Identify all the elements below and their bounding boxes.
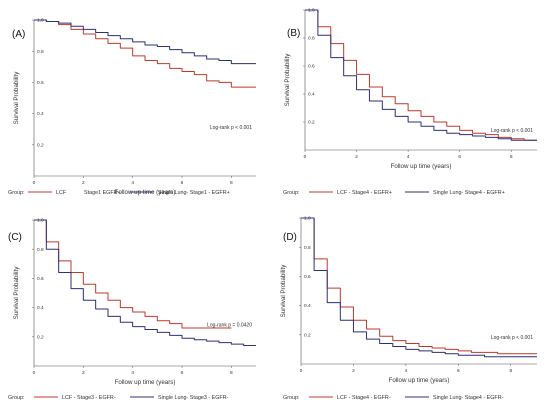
log-rank-annotation: Log-rank p < 0.001 [491,128,533,134]
x-axis-title: Follow up time (years) [391,163,452,170]
km-panel-c: (C) 0.2 0.4 0.6 0.8 1.0 0 2 4 6 8 Survival Probabil… [0,205,275,409]
x-tick-label: 2 [352,368,355,374]
y-tick-label: 0.6 [308,64,315,70]
log-rank-annotation: Log-rank p = 0.0420 [207,323,252,329]
y-tick-label: 0.8 [308,36,315,42]
km-chart-svg: (B) 0.2 0.4 0.6 0.8 1.0 0 2 4 6 8 Survival Probabil… [283,8,537,196]
y-tick-label: 0.8 [37,49,44,55]
survival-curve-lcf [301,217,537,355]
legend-label: LCF [56,190,67,196]
panel-label: (B) [287,28,300,39]
x-tick-label: 0 [304,154,307,160]
y-tick-label: 0.2 [304,332,311,338]
legend-label: LCF - Stage4 - EGFR- [337,395,391,401]
x-tick-label: 0 [300,368,303,374]
x-tick-label: 6 [181,370,184,376]
y-tick-label: 0.2 [308,120,315,126]
x-tick-label: 8 [510,154,513,160]
survival-curve-lcf [34,219,232,329]
km-chart-svg: (A) 0.2 0.4 0.6 0.8 1.0 0 2 4 6 8 Survival Probabil… [8,18,256,196]
y-tick-label: 0.2 [37,142,44,148]
y-tick-label: 0.6 [37,276,44,282]
y-tick-label: 0.4 [308,92,315,98]
y-axis-title: Survival Probability [13,71,20,125]
y-tick-label: 0.6 [37,80,44,86]
x-tick-label: 8 [509,368,512,374]
legend-group-label: Group: [8,395,24,401]
y-tick-label: 1.0 [308,8,315,14]
km-chart-svg: (C) 0.2 0.4 0.6 0.8 1.0 0 2 4 6 8 Survival Probabil… [8,218,256,401]
y-tick-label: 0.2 [37,334,44,340]
legend-group-label: Group: [283,190,299,196]
y-axis-title: Survival Probability [13,266,20,320]
y-axis-title: Survival Probability [280,264,287,318]
legend-group-label: Group: [8,190,24,196]
y-tick-label: 0.8 [304,245,311,251]
legend-label: LCF - Stage4 - EGFR+ [337,190,392,196]
y-tick-label: 1.0 [37,18,44,24]
x-axis-title: Follow up time (years) [389,377,450,384]
km-panel-d: (D) 0.2 0.4 0.6 0.8 1.0 0 2 4 6 8 Survival Probabil… [275,205,550,409]
y-tick-label: 0.4 [37,305,44,311]
y-tick-label: 0.4 [37,111,44,117]
axes-frame [33,220,256,367]
x-tick-label: 8 [230,180,233,186]
axes-frame [300,218,537,365]
y-tick-label: 0.6 [304,274,311,280]
survival-curve-single-lung [34,219,256,347]
x-tick-label: 6 [181,180,184,186]
x-tick-label: 8 [230,370,233,376]
x-tick-label: 6 [458,154,461,160]
legend-label: Single Lung- Stage1 - EGFR+ [158,190,230,196]
x-tick-label: 4 [407,154,410,160]
survival-curve-single-lung [34,19,256,65]
legend-label: Stage1 EGFR+ [84,190,121,196]
y-tick-label: 1.0 [304,216,311,222]
x-tick-label: 4 [405,368,408,374]
x-tick-label: 6 [457,368,460,374]
y-axis-title: Survival Probability [284,53,291,107]
x-tick-label: 2 [82,180,85,186]
log-rank-annotation: Log-rank p < 0.001 [210,125,252,131]
x-axis-title: Follow up time (years) [115,379,176,386]
y-tick-label: 0.4 [304,303,311,309]
km-panel-b: (B) 0.2 0.4 0.6 0.8 1.0 0 2 4 6 8 Survival Probabil… [275,0,550,205]
x-tick-label: 4 [131,370,134,376]
survival-curve-lcf [305,9,537,141]
x-tick-label: 2 [355,154,358,160]
legend-group-label: Group: [283,395,299,401]
legend-label: Single Lung- Stage4 - EGFR+ [433,190,505,196]
survival-curve-single-lung [305,9,537,141]
legend-label: Single Lung- Stage4 - EGFR- [433,395,504,401]
y-tick-label: 1.0 [37,218,44,224]
survival-curve-lcf [34,19,256,88]
legend-label: LCF - Stage3 - EGFR- [62,395,116,401]
x-tick-label: 0 [33,370,36,376]
km-chart-svg: (D) 0.2 0.4 0.6 0.8 1.0 0 2 4 6 8 Survival Probabil… [280,216,537,401]
legend-label: Single Lung- Stage3 - EGFR- [158,395,229,401]
x-tick-label: 4 [131,180,134,186]
panel-label: (C) [8,232,22,243]
x-tick-label: 2 [82,370,85,376]
panel-label: (D) [283,232,297,243]
y-tick-label: 0.8 [37,247,44,253]
log-rank-annotation: Log-rank p < 0.001 [491,335,533,341]
km-panel-a: (A) 0.2 0.4 0.6 0.8 1.0 0 2 4 6 8 Survival Probabil… [0,0,275,205]
panel-label: (A) [12,29,25,40]
survival-curve-single-lung [301,217,537,358]
x-tick-label: 0 [33,180,36,186]
